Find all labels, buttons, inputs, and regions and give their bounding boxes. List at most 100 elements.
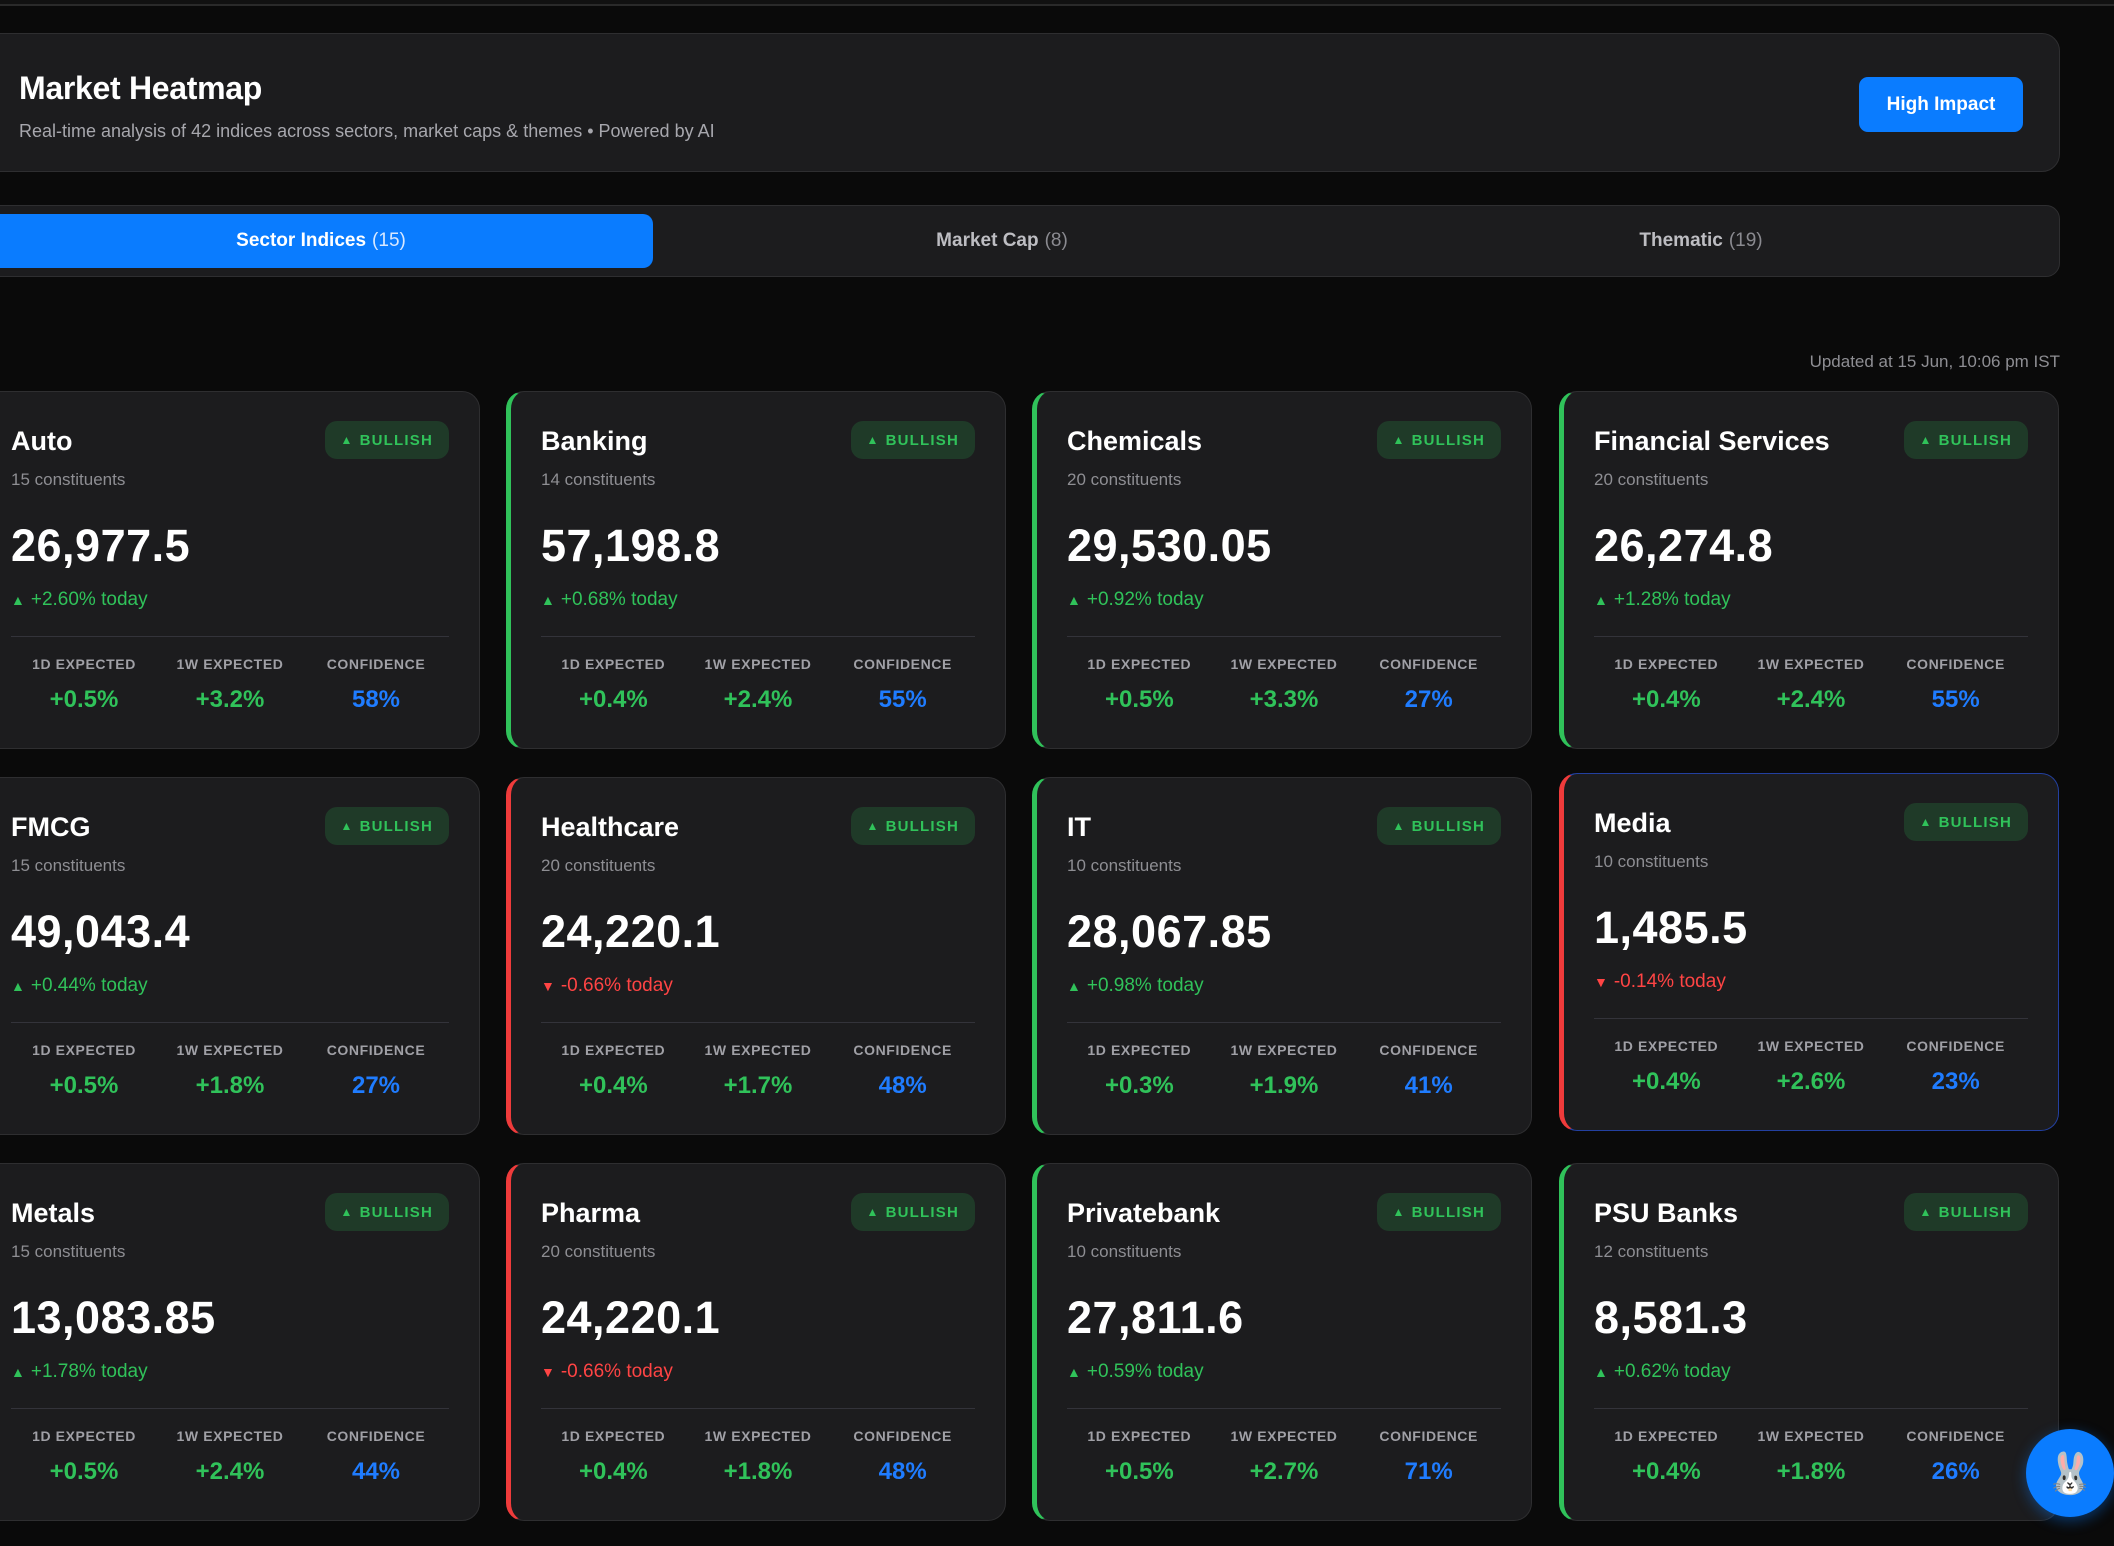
metric-confidence: CONFIDENCE 58%: [303, 656, 449, 714]
sector-name: IT: [1067, 812, 1091, 842]
sector-card[interactable]: IT 10 constituents ▲ BULLISH 28,067.85 ▲ +0.98…: [1032, 777, 1532, 1135]
constituents-count: 20 constituents: [1067, 470, 1182, 489]
triangle-down-icon: ▼: [541, 978, 555, 994]
metric-1d: 1D EXPECTED +0.5%: [11, 1428, 157, 1486]
triangle-up-icon: ▲: [11, 592, 25, 608]
metric-label: 1D EXPECTED: [32, 656, 136, 672]
metric-value: +3.3%: [1249, 686, 1319, 713]
metric-value: +2.6%: [1776, 1068, 1846, 1095]
metric-label: 1W EXPECTED: [1757, 1428, 1865, 1444]
metric-value: +0.5%: [49, 1072, 119, 1099]
badge-label: BULLISH: [885, 817, 959, 835]
triangle-down-icon: ▼: [541, 1364, 555, 1380]
badge-label: BULLISH: [359, 431, 433, 449]
triangle-up-icon: ▲: [340, 819, 354, 833]
metric-1w: 1W EXPECTED +3.2%: [157, 656, 303, 714]
daily-change: ▲ +0.92% today: [1067, 589, 1204, 611]
metric-label: 1D EXPECTED: [1087, 1428, 1192, 1444]
daily-change-text: +0.44% today: [30, 975, 148, 996]
triangle-up-icon: ▲: [1392, 433, 1406, 447]
badge-label: BULLISH: [359, 817, 433, 835]
metric-value: +0.4%: [578, 1072, 648, 1099]
metric-label: 1D EXPECTED: [1614, 656, 1719, 672]
metric-value: +0.5%: [1104, 1458, 1174, 1485]
metric-value: 55%: [1931, 686, 1980, 713]
metric-value: +0.4%: [1631, 1458, 1701, 1485]
sector-card[interactable]: Media 10 constituents ▲ BULLISH 1,485.5 ▼ -0.1…: [1559, 773, 2059, 1131]
sector-card[interactable]: FMCG 15 constituents ▲ BULLISH 49,043.4 ▲ +0.4…: [0, 777, 480, 1135]
metric-label: 1W EXPECTED: [176, 1428, 284, 1444]
metric-label: CONFIDENCE: [853, 1042, 952, 1058]
tab-sector-indices[interactable]: Sector Indices (15): [0, 214, 653, 268]
sector-card[interactable]: Chemicals 20 constituents ▲ BULLISH 29,530.0…: [1032, 391, 1532, 749]
metric-1d: 1D EXPECTED +0.4%: [1594, 1038, 1739, 1096]
metric-value: +3.2%: [195, 686, 265, 713]
sector-name: Metals: [11, 1198, 96, 1228]
badge-label: BULLISH: [1938, 813, 2012, 831]
sector-card[interactable]: Pharma 20 constituents ▲ BULLISH 24,220.1 ▼ -0…: [506, 1163, 1006, 1521]
sector-card[interactable]: Auto 15 constituents ▲ BULLISH 26,977.5 ▲ +2.6…: [0, 391, 480, 749]
sector-card[interactable]: Financial Services 20 constituents ▲ BULLIS…: [1559, 391, 2059, 749]
triangle-up-icon: ▲: [1067, 978, 1081, 994]
bullish-badge: ▲ BULLISH: [324, 421, 449, 459]
badge-label: BULLISH: [1411, 1203, 1485, 1221]
metric-value: +1.8%: [195, 1072, 265, 1099]
metric-1d: 1D EXPECTED +0.4%: [1594, 656, 1739, 714]
card-metrics: 1D EXPECTED +0.5% 1W EXPECTED +2.7% CONFIDEN…: [1067, 1428, 1501, 1486]
card-metrics: 1D EXPECTED +0.5% 1W EXPECTED +3.2% CONFIDEN…: [11, 656, 449, 714]
card-content: IT 10 constituents ▲ BULLISH 28,067.85 ▲ +0.98…: [1067, 778, 1501, 1134]
daily-change: ▲ +1.28% today: [1594, 589, 1731, 611]
metric-label: 1D EXPECTED: [561, 1042, 666, 1058]
constituents-count: 10 constituents: [1067, 856, 1182, 875]
card-divider: [541, 636, 975, 637]
metric-label: 1D EXPECTED: [561, 1428, 666, 1444]
metric-value: +0.4%: [1631, 686, 1701, 713]
metric-1d: 1D EXPECTED +0.4%: [541, 656, 686, 714]
card-metrics: 1D EXPECTED +0.4% 1W EXPECTED +2.6% CONFIDEN…: [1594, 1038, 2028, 1096]
metric-label: 1W EXPECTED: [176, 656, 284, 672]
card-content: Pharma 20 constituents ▲ BULLISH 24,220.1 ▼ -0…: [541, 1164, 975, 1520]
metric-value: 58%: [351, 686, 401, 713]
badge-label: BULLISH: [885, 1203, 959, 1221]
metric-confidence: CONFIDENCE 44%: [303, 1428, 449, 1486]
high-impact-button[interactable]: High Impact: [1859, 77, 2023, 132]
metric-label: CONFIDENCE: [1379, 656, 1478, 672]
tab-count: (19): [1728, 230, 1763, 251]
badge-label: BULLISH: [359, 1203, 433, 1221]
bullish-badge: ▲ BULLISH: [1376, 807, 1501, 845]
sector-card[interactable]: PSU Banks 12 constituents ▲ BULLISH 8,581.3 ▲…: [1559, 1163, 2059, 1521]
index-value: 49,043.4: [11, 906, 191, 957]
card-divider: [11, 1408, 449, 1409]
daily-change: ▲ +0.44% today: [11, 975, 148, 997]
constituents-count: 12 constituents: [1594, 1242, 1709, 1261]
index-value: 57,198.8: [541, 520, 721, 571]
triangle-up-icon: ▲: [1594, 592, 1608, 608]
sector-card[interactable]: Metals 15 constituents ▲ BULLISH 13,083.85 ▲ +…: [0, 1163, 480, 1521]
metric-label: 1W EXPECTED: [704, 656, 812, 672]
metric-value: +2.4%: [723, 686, 793, 713]
sector-name: Media: [1594, 808, 1671, 838]
triangle-up-icon: ▲: [1919, 815, 1933, 829]
metric-1w: 1W EXPECTED +2.4%: [157, 1428, 303, 1486]
sector-card[interactable]: Banking 14 constituents ▲ BULLISH 57,198.8 ▲ +…: [506, 391, 1006, 749]
badge-label: BULLISH: [1411, 431, 1485, 449]
card-divider: [1594, 1018, 2028, 1019]
sector-card[interactable]: Privatebank 10 constituents ▲ BULLISH 27,811…: [1032, 1163, 1532, 1521]
sector-name: Chemicals: [1067, 426, 1203, 456]
card-divider: [1067, 636, 1501, 637]
metric-1w: 1W EXPECTED +2.7%: [1212, 1428, 1357, 1486]
metric-confidence: CONFIDENCE 26%: [1883, 1428, 2028, 1486]
metric-value: +1.8%: [1776, 1458, 1846, 1485]
metric-label: 1W EXPECTED: [176, 1042, 284, 1058]
index-value: 28,067.85: [1067, 906, 1272, 957]
sector-card[interactable]: Healthcare 20 constituents ▲ BULLISH 24,220.…: [506, 777, 1006, 1135]
metric-1d: 1D EXPECTED +0.3%: [1067, 1042, 1212, 1100]
card-content: Auto 15 constituents ▲ BULLISH 26,977.5 ▲ +2.6…: [11, 392, 449, 748]
metric-label: 1D EXPECTED: [32, 1042, 136, 1058]
page-subtitle: Real-time analysis of 42 indices across …: [19, 121, 715, 141]
metric-1w: 1W EXPECTED +1.8%: [686, 1428, 831, 1486]
metric-confidence: CONFIDENCE 71%: [1356, 1428, 1501, 1486]
tab-market-cap[interactable]: Market Cap (8): [667, 214, 1337, 268]
tab-thematic[interactable]: Thematic (19): [1351, 214, 2051, 268]
ai-assistant-button[interactable]: 🐰: [2026, 1429, 2114, 1517]
